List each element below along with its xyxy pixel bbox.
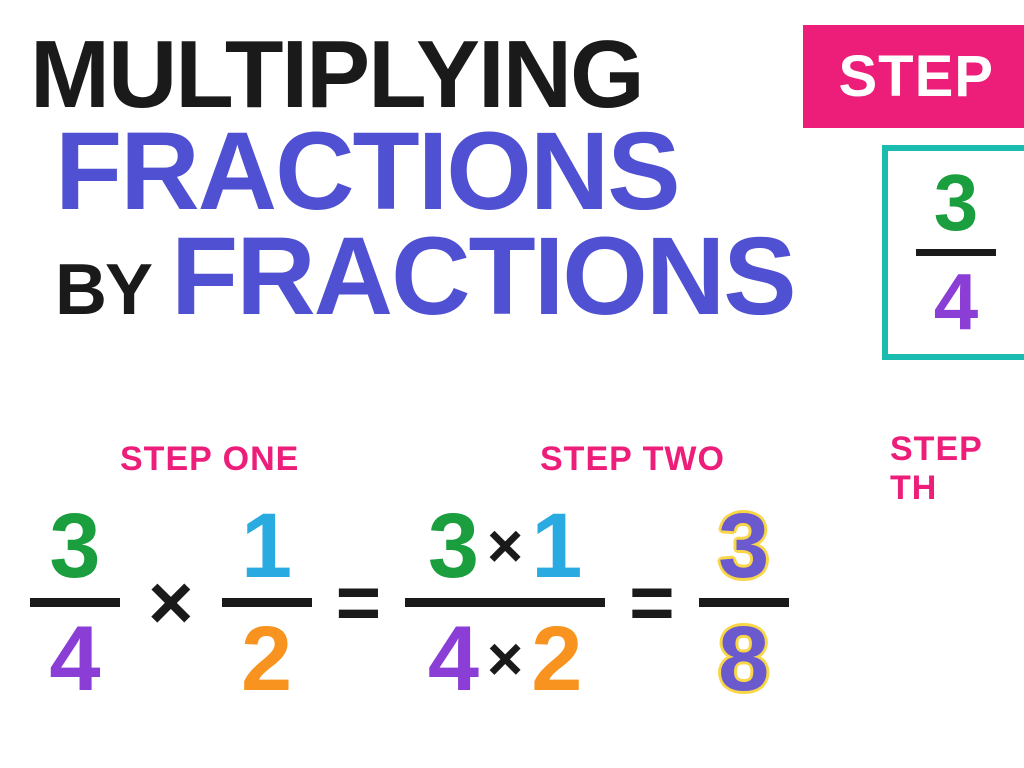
fraction-mid: 3 × 1 4 × 2 [405, 500, 605, 705]
title-fractions-2: FRACTIONS [171, 213, 795, 340]
f3-numerator: 3 [718, 500, 769, 592]
f1-bar [30, 598, 120, 607]
result-denominator: 4 [934, 262, 979, 342]
equals-operator-2: = [629, 557, 675, 648]
mid-denominator-row: 4 × 2 [428, 613, 583, 705]
f2-denominator: 2 [241, 613, 292, 705]
mid-d1: 4 [428, 613, 479, 705]
mid-numerator-row: 3 × 1 [428, 500, 583, 592]
equation: 3 4 × 1 2 = 3 × 1 4 × 2 = 3 8 [30, 500, 789, 705]
f1-numerator: 3 [49, 500, 100, 592]
fraction-1: 3 4 [30, 500, 120, 705]
result-box: 3 4 [882, 145, 1024, 360]
f2-numerator: 1 [241, 500, 292, 592]
fraction-2: 1 2 [222, 500, 312, 705]
result-fraction-bar [916, 249, 996, 256]
times-operator-1: × [148, 557, 194, 648]
title-block: MULTIPLYING FRACTIONS BY FRACTIONS [30, 20, 795, 340]
step-three-label: STEP TH [890, 430, 1024, 508]
mid-bar [405, 598, 605, 607]
step-one-label: STEP ONE [120, 440, 299, 479]
mid-n2: 1 [531, 500, 582, 592]
fraction-3: 3 8 [699, 500, 789, 705]
mid-n1: 3 [428, 500, 479, 592]
f1-denominator: 4 [49, 613, 100, 705]
result-numerator: 3 [934, 163, 979, 243]
mid-times-top: × [487, 511, 523, 582]
equals-operator-1: = [336, 557, 382, 648]
title-by: BY [55, 249, 151, 331]
f3-denominator: 8 [718, 613, 769, 705]
f3-bar [699, 598, 789, 607]
mid-d2: 2 [531, 613, 582, 705]
mid-times-bottom: × [487, 624, 523, 695]
f2-bar [222, 598, 312, 607]
step-badge: STEP [803, 25, 1024, 128]
step-two-label: STEP TWO [540, 440, 725, 479]
